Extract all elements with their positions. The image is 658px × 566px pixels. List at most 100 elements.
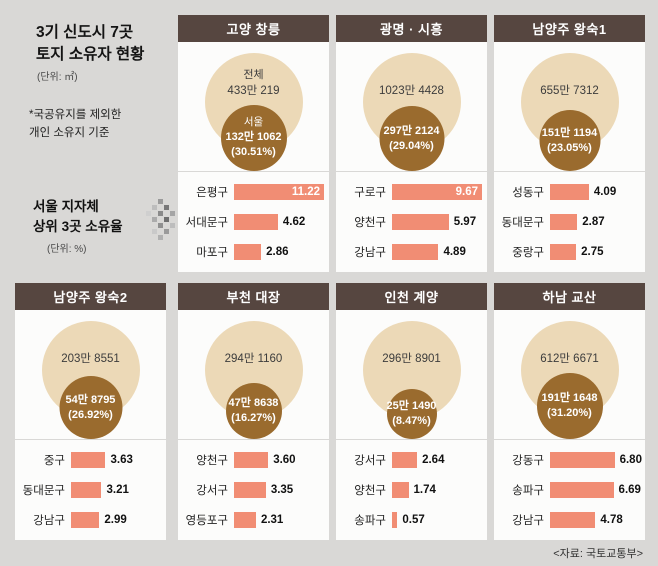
panel-divider (494, 439, 645, 440)
bar-row: 동대문구 3.21 (15, 476, 166, 504)
seoul-percentage: (31.20%) (547, 407, 592, 419)
total-area-value: 294만 1160 (224, 353, 283, 365)
bar: 3.60 (234, 452, 296, 468)
bar-value: 3.60 (273, 454, 296, 466)
ownership-circle-chart: 1023만 4428 297만 2124 (29.04%) (336, 42, 487, 171)
district-bar-chart: 강동구 6.80 송파구 6.69 강남구 4.78 (494, 440, 645, 540)
seoul-percentage: (23.05%) (547, 141, 592, 154)
bar-value: 3.21 (106, 484, 129, 496)
seoul-percentage: (29.04%) (389, 139, 434, 152)
ownership-circle-chart: 203만 8551 54만 8795 (26.92%) (15, 310, 166, 439)
bar-row: 강남구 4.78 (494, 506, 645, 534)
data-source: <자료: 국토교통부> (553, 548, 643, 560)
district-name: 강서구 (196, 485, 228, 497)
total-area-value: 1023만 4428 (379, 85, 444, 97)
bar-track: 11.22 (234, 184, 329, 200)
panel-incheon-gyeyang: 인천 계양 296만 8901 25만 1490 (8.47%) 강서구 2.6… (336, 283, 487, 540)
bar-row: 은평구 11.22 (178, 178, 329, 206)
panel-title: 하남 교산 (494, 283, 645, 310)
bar-track: 5.97 (392, 214, 487, 230)
total-area-value: 433만 219 (227, 85, 280, 97)
bar-row: 강서구 3.35 (178, 476, 329, 504)
bars-unit-label: (단위: %) (47, 244, 87, 255)
bar: 0.57 (392, 512, 425, 528)
bar-track: 9.67 (392, 184, 487, 200)
seoul-owned-circle: 297만 2124 (29.04%) (379, 106, 444, 171)
ownership-circle-chart: 612만 6671 191만 1648 (31.20%) (494, 310, 645, 439)
seoul-percentage: (8.47%) (392, 415, 431, 427)
bar-row: 강서구 2.64 (336, 446, 487, 474)
district-name: 중구 (43, 455, 65, 467)
bar-value: 11.22 (291, 186, 320, 198)
panel-hanam-gyosan: 하남 교산 612만 6671 191만 1648 (31.20%) 강동구 6… (494, 283, 645, 540)
seoul-area-value: 54만 8795 (65, 393, 116, 406)
seoul-area-value: 297만 2124 (383, 124, 440, 137)
panel-gwangmyeong-siheung: 광명 · 시흥 1023만 4428 297만 2124 (29.04%) 구로… (336, 15, 487, 272)
seoul-owned-circle: 25만 1490 (8.47%) (386, 389, 437, 439)
bar-track: 4.78 (550, 512, 645, 528)
seoul-owned-circle: 47만 8638 (16.27%) (225, 383, 282, 439)
seoul-percentage: (16.27%) (231, 412, 276, 424)
district-name: 동대문구 (501, 217, 544, 229)
bar: 2.86 (234, 244, 289, 260)
bar-track: 3.35 (234, 482, 329, 498)
bar-value: 2.86 (266, 246, 289, 258)
bar: 1.74 (392, 482, 436, 498)
bar-track: 2.31 (234, 512, 329, 528)
panel-title: 광명 · 시흥 (336, 15, 487, 42)
bar: 4.09 (550, 184, 616, 200)
bar: 6.69 (550, 482, 641, 498)
district-bar-chart: 구로구 9.67 양천구 5.97 강남구 4.89 (336, 172, 487, 272)
bar-track: 3.21 (71, 482, 166, 498)
district-name: 양천구 (354, 217, 386, 229)
seoul-area-value: 47만 8638 (228, 397, 279, 410)
bar-row: 강남구 4.89 (336, 238, 487, 266)
panel-title: 고양 창릉 (178, 15, 329, 42)
panel-divider (494, 171, 645, 172)
district-name: 송파구 (354, 515, 386, 527)
pixel-diamond-decoration (146, 199, 176, 248)
bar: 2.75 (550, 244, 604, 260)
district-name: 마포구 (196, 247, 228, 259)
panel-namyangju-wangsuk1: 남양주 왕숙1 655만 7312 151만 1194 (23.05%) 성동구… (494, 15, 645, 272)
bar-track: 4.09 (550, 184, 645, 200)
bar-row: 중랑구 2.75 (494, 238, 645, 266)
bar: 2.31 (234, 512, 283, 528)
panel-divider (178, 171, 329, 172)
bar-value: 3.63 (110, 454, 133, 466)
bar: 4.62 (234, 214, 305, 230)
bar-row: 강동구 6.80 (494, 446, 645, 474)
bar-row: 동대문구 2.87 (494, 208, 645, 236)
ownership-circle-chart: 294만 1160 47만 8638 (16.27%) (178, 310, 329, 439)
bar-value: 2.31 (260, 514, 284, 526)
footnote: *국공유지를 제외한 개인 소유지 기준 (29, 109, 122, 139)
total-area-value: 655만 7312 (540, 85, 599, 97)
seoul-percentage: (30.51%) (231, 145, 276, 158)
bar-value: 4.89 (443, 246, 466, 258)
bar-value: 5.97 (453, 216, 477, 228)
panel-divider (15, 439, 166, 440)
district-bar-chart: 은평구 11.22 서대문구 4.62 마포구 2.86 (178, 172, 329, 272)
seoul-area-value: 151만 1194 (541, 126, 598, 139)
district-bar-chart: 양천구 3.60 강서구 3.35 영등포구 2.31 (178, 440, 329, 540)
seoul-owned-circle: 191만 1648 (31.20%) (536, 373, 603, 439)
seoul-owned-circle: 151만 1194 (23.05%) (539, 110, 600, 171)
bar-value: 9.67 (455, 186, 478, 198)
bar-row: 서대문구 4.62 (178, 208, 329, 236)
bar-track: 0.57 (392, 512, 487, 528)
area-unit-label: (단위: ㎡) (37, 72, 78, 83)
panel-divider (336, 171, 487, 172)
seoul-owned-circle: 54만 8795 (26.92%) (59, 376, 122, 439)
district-name: 강남구 (354, 247, 386, 259)
total-area-value: 612만 6671 (540, 353, 599, 365)
bar-value: 4.62 (282, 216, 306, 228)
district-bar-chart: 강서구 2.64 양천구 1.74 송파구 0.57 (336, 440, 487, 540)
panel-divider (336, 439, 487, 440)
bars-legend-label: 서울 지자체 상위 3곳 소유율 (33, 199, 123, 235)
ownership-circle-chart: 655만 7312 151만 1194 (23.05%) (494, 42, 645, 171)
bar: 3.63 (71, 452, 133, 468)
ownership-circle-chart: 전체 433만 219 서울 132만 1062 (30.51%) (178, 42, 329, 171)
district-name: 강남구 (512, 515, 544, 527)
bar-track: 2.87 (550, 214, 645, 230)
bar-row: 구로구 9.67 (336, 178, 487, 206)
